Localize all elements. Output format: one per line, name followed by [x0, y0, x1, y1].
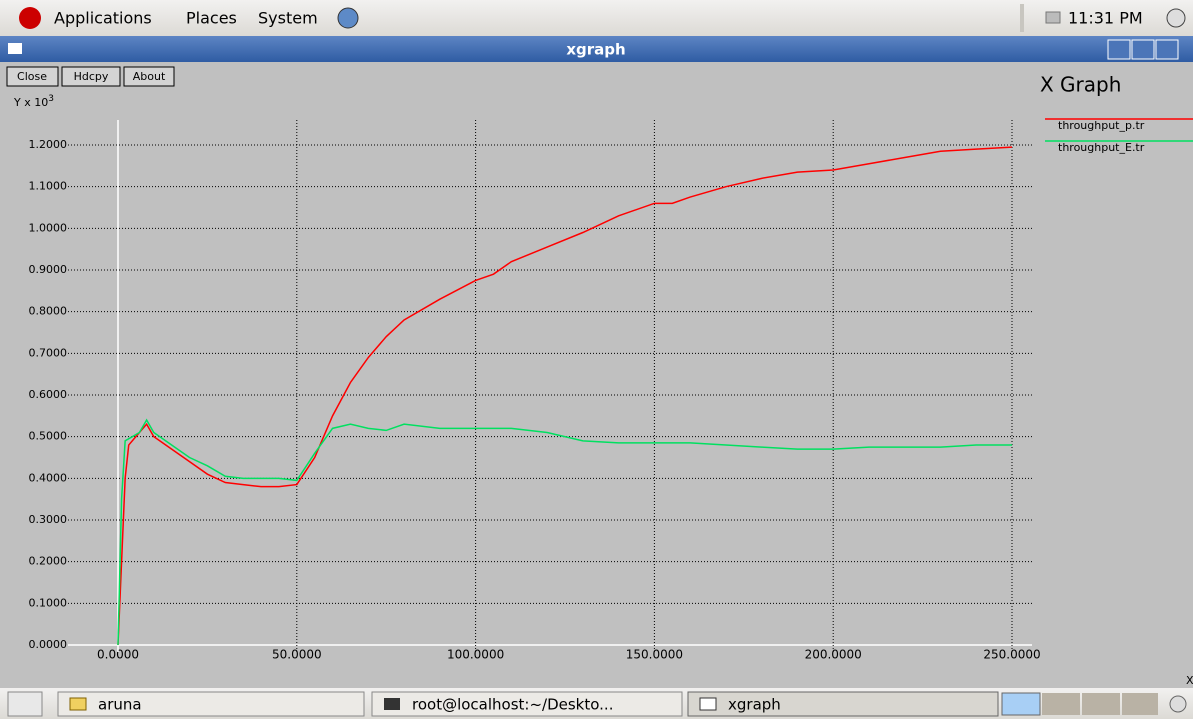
menu[interactable]: Applications [54, 9, 152, 28]
clock[interactable]: 11:31 PM [1068, 9, 1143, 28]
top-panel [0, 0, 1193, 36]
workspace[interactable] [1082, 693, 1120, 715]
y-tick-label: 0.9000 [29, 263, 68, 276]
volume-icon[interactable] [1166, 8, 1186, 28]
menu[interactable]: Places [186, 9, 237, 28]
y-tick-label: 0.7000 [29, 346, 68, 359]
separator [1020, 4, 1024, 32]
y-tick-label: 0.5000 [29, 430, 68, 443]
task-button[interactable] [687, 691, 999, 717]
menu[interactable]: System [258, 9, 318, 28]
button[interactable] [6, 66, 59, 87]
distro-icon [19, 7, 41, 29]
x-tick-label: 200.0000 [805, 648, 862, 662]
x-tick-label: 0.0000 [97, 648, 139, 662]
x-axis-label: X [1186, 674, 1193, 687]
y-tick-label: 0.8000 [29, 305, 68, 318]
task-label[interactable]: aruna [98, 696, 142, 714]
y-tick-label: 1.1000 [29, 180, 68, 193]
button-label[interactable]: About [133, 70, 166, 83]
task-label[interactable]: root@localhost:~/Deskto... [412, 696, 613, 714]
maximize-button[interactable] [1131, 39, 1155, 60]
button[interactable] [123, 66, 175, 87]
y-tick-label: 0.3000 [29, 513, 68, 526]
y-axis-label: Y x 103 [13, 94, 54, 110]
workspace[interactable] [1042, 693, 1080, 715]
terminal-icon [384, 698, 400, 710]
minimize-button[interactable] [1107, 39, 1131, 60]
window-title: xgraph [566, 41, 625, 59]
y-axis-label-text: Y x 10 [13, 96, 48, 109]
legend-label: throughput_E.tr [1058, 141, 1145, 154]
series-line [117, 146, 1013, 646]
y-tick-label: 0.1000 [29, 596, 68, 609]
trash-icon[interactable] [1169, 695, 1187, 713]
x-tick-label: 150.0000 [626, 648, 683, 662]
title-bar [0, 36, 1193, 62]
task-label[interactable]: xgraph [728, 696, 781, 714]
close-button[interactable] [1155, 39, 1179, 60]
workspace[interactable] [1001, 692, 1041, 716]
y-tick-label: 1.2000 [29, 138, 68, 151]
button-label[interactable]: Close [17, 70, 47, 83]
legend-label: throughput_p.tr [1058, 119, 1145, 132]
window-body [0, 62, 1193, 688]
button[interactable] [61, 66, 121, 87]
plot: 0.0000 0.1000 0.2000 0.3000 0.4000 0.5000 0.60… [29, 118, 1193, 662]
y-tick-label: 1.0000 [29, 221, 68, 234]
window-icon [699, 697, 717, 711]
workspace[interactable] [1122, 693, 1158, 715]
y-tick-label: 0.0000 [29, 638, 68, 651]
series-line [117, 418, 1012, 646]
tray-icon[interactable] [1045, 11, 1061, 24]
task-button[interactable] [57, 691, 365, 717]
show-desktop[interactable] [7, 691, 43, 717]
x-tick-label: 250.0000 [983, 648, 1040, 662]
y-tick-label: 0.2000 [29, 555, 68, 568]
folder-icon [69, 697, 87, 711]
chart-title: X Graph [1040, 73, 1121, 97]
y-axis-label-exponent: 3 [48, 94, 54, 104]
task-button[interactable] [371, 691, 683, 717]
y-tick-label: 0.4000 [29, 471, 68, 484]
x-tick-label: 100.0000 [447, 648, 504, 662]
button-label[interactable]: Hdcpy [74, 70, 109, 83]
globe-icon[interactable] [337, 7, 359, 29]
x-tick-label: 50.0000 [272, 648, 322, 662]
window-menu[interactable] [8, 43, 22, 54]
y-tick-label: 0.6000 [29, 388, 68, 401]
